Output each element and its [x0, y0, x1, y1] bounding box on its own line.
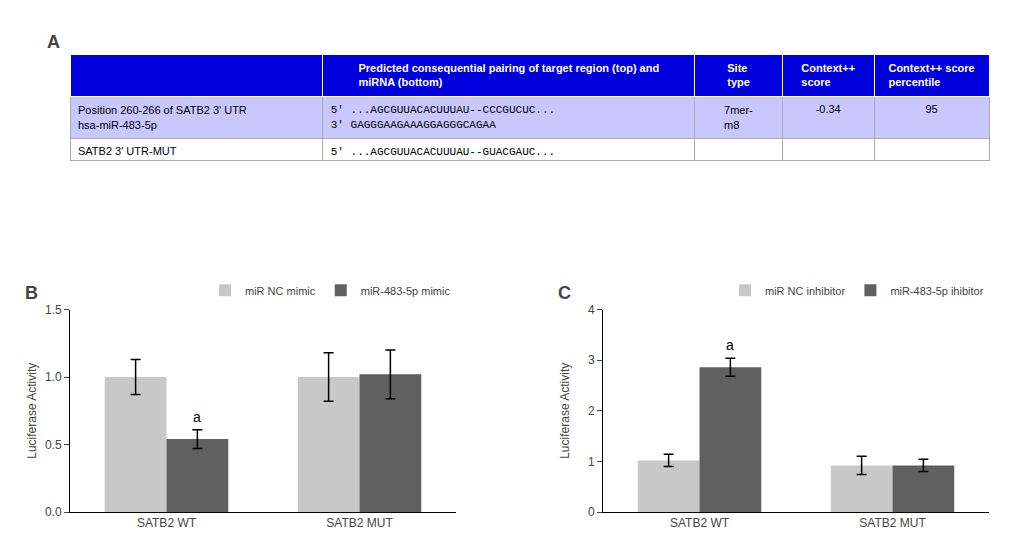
svg-text:7mer-m8: 7mer-m8 — [724, 104, 753, 130]
svg-text:Predicted consequential pairin: Predicted consequential pairing of targe… — [358, 62, 659, 88]
svg-text:SATB2 WT: SATB2 WT — [137, 516, 197, 530]
svg-text:B: B — [25, 283, 38, 303]
svg-text:Position 260-266 of SATB2 3' U: Position 260-266 of SATB2 3' UTRhsa-miR-… — [78, 104, 247, 130]
svg-text:SATB2 3' UTR-MUT: SATB2 3' UTR-MUT — [78, 145, 177, 157]
svg-text:4: 4 — [588, 303, 595, 317]
svg-text:5' ...AGCGUUACACUUUAU--CCCGUCU: 5' ...AGCGUUACACUUUAU--CCCGUCUC...3' GAG… — [331, 104, 555, 130]
svg-text:miR-483-5p mimic: miR-483-5p mimic — [361, 285, 451, 297]
svg-text:0.5: 0.5 — [45, 438, 62, 452]
svg-text:95: 95 — [925, 103, 937, 115]
svg-text:miR NC mimic: miR NC mimic — [245, 285, 316, 297]
svg-text:-0.34: -0.34 — [816, 103, 841, 115]
svg-text:SATB2 WT: SATB2 WT — [670, 516, 730, 530]
svg-text:Luciferase Activity: Luciferase Activity — [25, 363, 39, 459]
svg-text:3: 3 — [588, 353, 595, 367]
svg-text:miR-483-5p ihibitor: miR-483-5p ihibitor — [890, 285, 983, 297]
svg-text:2: 2 — [588, 404, 595, 418]
svg-text:1.5: 1.5 — [45, 303, 62, 317]
svg-text:a: a — [726, 337, 734, 353]
svg-text:SATB2 MUT: SATB2 MUT — [326, 516, 393, 530]
svg-text:A: A — [47, 32, 60, 52]
svg-text:Luciferase Activity: Luciferase Activity — [558, 363, 572, 459]
svg-text:miR NC inhibitor: miR NC inhibitor — [765, 285, 845, 297]
svg-text:SATB2 MUT: SATB2 MUT — [859, 516, 926, 530]
svg-text:1: 1 — [588, 455, 595, 469]
svg-text:Sitetype: Sitetype — [727, 62, 750, 88]
svg-text:1.0: 1.0 — [45, 370, 62, 384]
svg-text:Context++score: Context++score — [801, 62, 855, 88]
svg-text:a: a — [193, 409, 201, 425]
svg-text:5' ...AGCGUUACACUUUAU--GUACGAU: 5' ...AGCGUUACACUUUAU--GUACGAUC... — [331, 146, 555, 158]
svg-text:C: C — [558, 283, 571, 303]
svg-text:0.0: 0.0 — [45, 505, 62, 519]
svg-text:Context++ scorepercentile: Context++ scorepercentile — [888, 62, 974, 88]
svg-text:0: 0 — [588, 505, 595, 519]
